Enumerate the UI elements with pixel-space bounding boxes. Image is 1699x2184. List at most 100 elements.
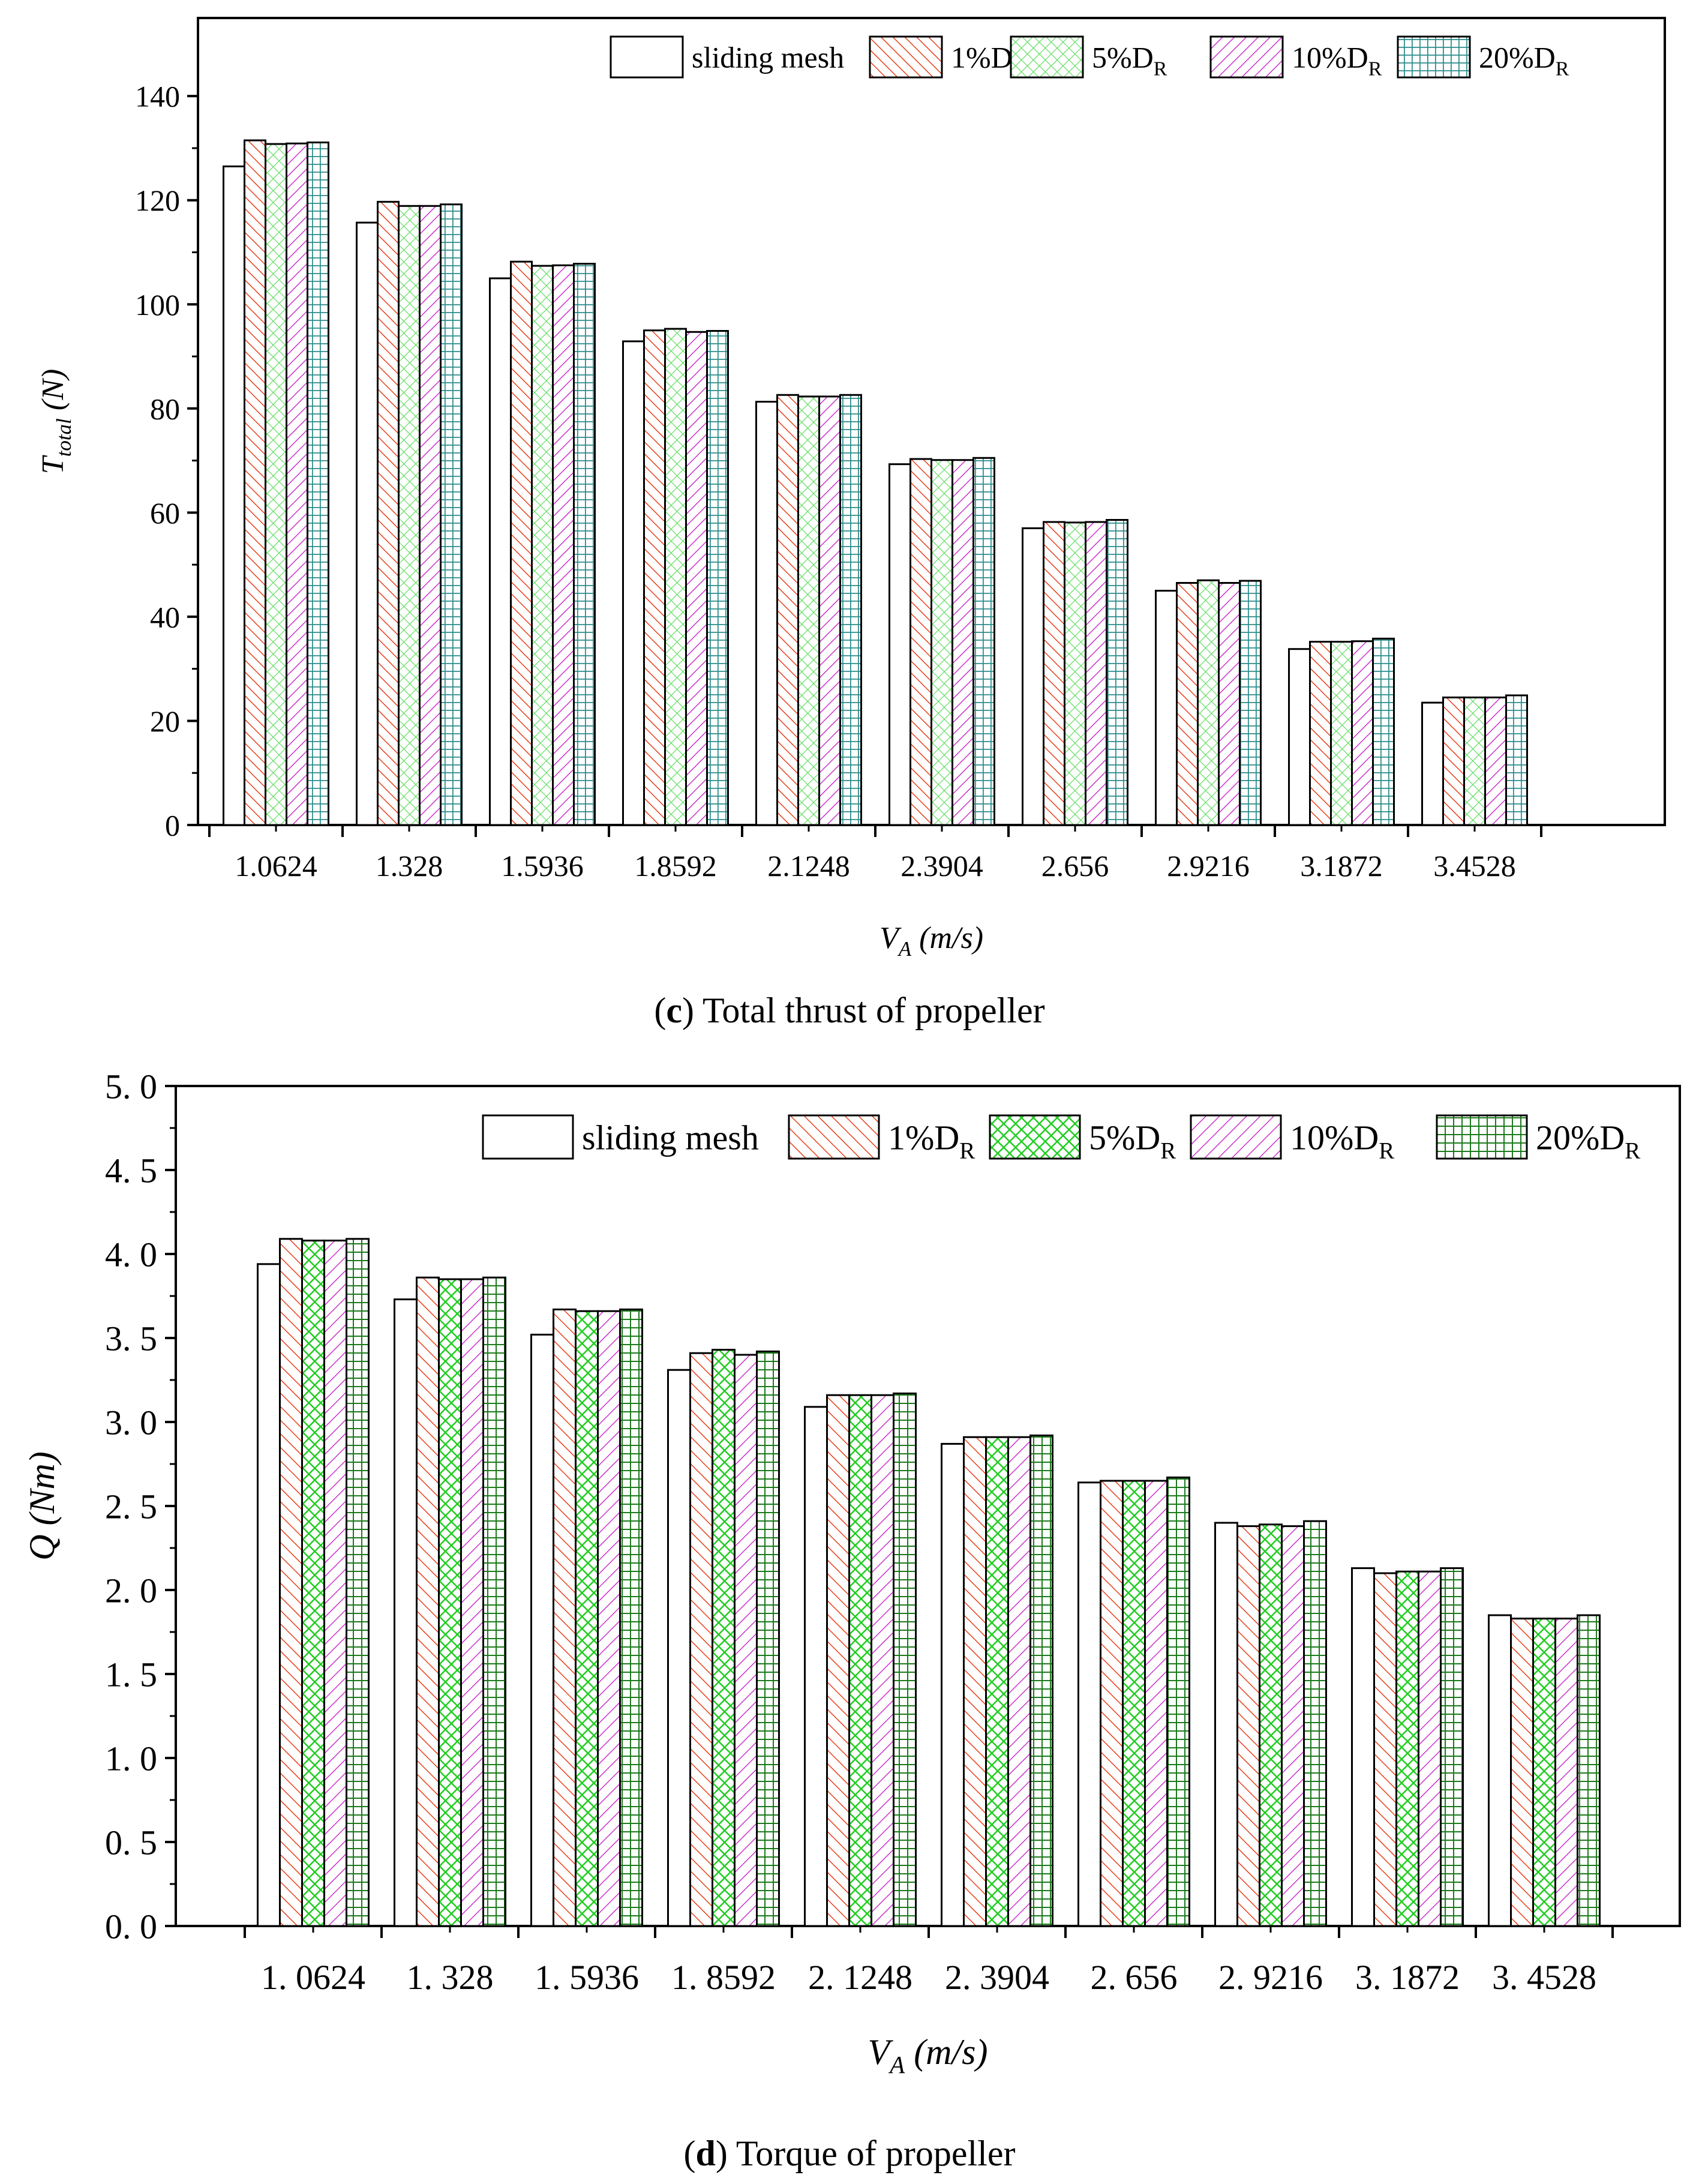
bar-c-s0-c0: [223, 165, 245, 826]
legend-label-c: 10%DR: [1292, 41, 1382, 80]
x-tick-label-c: 1.0624: [235, 849, 317, 883]
bar-d-s3-c9: [1554, 1618, 1578, 1927]
legend-swatch-d: [788, 1114, 880, 1160]
bar-c-s2-c8: [1330, 641, 1353, 826]
bar-d-s4-c9: [1577, 1614, 1601, 1927]
chart-torque: 0. 0 0. 5 1. 0 1. 5 2. 0 2. 5 3. 0 3. 5 4. 0 4. 5…: [22, 1067, 1681, 2078]
y-tick-label-c: 80: [150, 392, 180, 425]
x-tick-label-c: 2.9216: [1167, 849, 1250, 883]
y-tick-label-d: 5. 0: [105, 1067, 157, 1106]
bar-d-s4-c6: [1166, 1476, 1190, 1927]
legend-label-d: 1%DR: [888, 1118, 975, 1163]
x-tick-label-d: 2. 656: [1091, 1958, 1178, 1997]
legend-swatch-c: [1397, 35, 1471, 79]
y-axis-label-c: Ttotal (N): [36, 369, 76, 474]
bar-d-s0-c0: [257, 1263, 281, 1927]
bar-c-s3-c9: [1484, 696, 1507, 826]
bar-d-s1-c4: [826, 1394, 850, 1927]
bar-c-s4-c4: [839, 394, 862, 826]
legend-label-c: sliding mesh: [692, 41, 844, 74]
bar-d-s3-c7: [1281, 1525, 1305, 1927]
bar-d-s2-c3: [712, 1349, 736, 1927]
bar-d-s1-c3: [689, 1352, 713, 1927]
x-axis-label-c: VA (m/s): [879, 921, 983, 961]
bar-d-s3-c2: [597, 1310, 621, 1927]
legend-swatch-c: [869, 35, 943, 79]
x-tick-label-d: 1. 328: [407, 1958, 494, 1997]
bar-c-s3-c5: [951, 459, 974, 826]
x-tick-label-c: 1.5936: [501, 849, 584, 883]
x-tick-label-c: 1.328: [376, 849, 443, 883]
bar-c-s2-c0: [265, 143, 287, 826]
legend-label-d: 20%DR: [1536, 1118, 1640, 1163]
legend-label-d: 5%DR: [1089, 1118, 1176, 1163]
bar-c-s4-c9: [1505, 694, 1528, 826]
bar-c-s4-c7: [1239, 580, 1262, 826]
legend-swatch-d: [1190, 1114, 1282, 1160]
bar-c-s1-c8: [1309, 641, 1332, 826]
x-tick-label-d: 1. 0624: [261, 1958, 365, 1997]
legend-label-d: 10%DR: [1290, 1118, 1394, 1163]
bar-c-s1-c7: [1176, 582, 1199, 826]
bar-c-s3-c0: [286, 142, 308, 826]
bar-c-s2-c2: [531, 265, 554, 826]
bar-d-s4-c7: [1303, 1520, 1327, 1927]
legend-label-d: sliding mesh: [582, 1118, 759, 1157]
x-tick-label-d: 2. 3904: [945, 1958, 1049, 1997]
legend-swatch-d: [989, 1114, 1081, 1160]
y-tick-label-d: 2. 0: [105, 1571, 157, 1610]
bar-d-s1-c2: [553, 1308, 577, 1927]
legend-swatch-d: [482, 1114, 574, 1160]
y-tick-label-c: 100: [135, 288, 180, 322]
bar-d-s1-c6: [1100, 1480, 1124, 1927]
x-axis-label-d: VA (m/s): [867, 2032, 987, 2078]
legend-swatch-c: [1209, 35, 1284, 79]
bar-c-s2-c9: [1463, 696, 1486, 826]
x-tick-label-d: 1. 5936: [535, 1958, 639, 1997]
x-tick-label-d: 2. 9216: [1218, 1958, 1323, 1997]
bar-c-s0-c7: [1155, 590, 1178, 826]
y-tick-label-c: 120: [135, 184, 180, 217]
bar-c-s3-c1: [419, 205, 442, 826]
y-tick-label-c: 0: [165, 809, 180, 842]
bar-c-s1-c4: [776, 394, 799, 826]
bar-d-s3-c6: [1144, 1480, 1168, 1927]
bar-d-s0-c2: [530, 1333, 554, 1927]
bar-d-s3-c5: [1007, 1436, 1031, 1927]
bar-d-s0-c9: [1488, 1614, 1512, 1927]
bar-c-s3-c3: [685, 331, 708, 826]
bar-c-s1-c0: [244, 139, 266, 826]
bar-c-s4-c0: [307, 141, 329, 826]
bar-c-s1-c6: [1043, 521, 1065, 826]
bar-d-s2-c1: [438, 1278, 462, 1927]
bar-c-s3-c7: [1218, 582, 1241, 826]
bar-d-s2-c7: [1259, 1523, 1283, 1927]
bar-d-s0-c4: [804, 1406, 828, 1927]
y-tick-label-c: 40: [150, 600, 180, 634]
bar-c-s2-c6: [1064, 521, 1086, 826]
bar-c-s3-c6: [1085, 521, 1107, 826]
bar-d-s4-c0: [346, 1238, 370, 1927]
bar-c-s4-c2: [573, 263, 596, 826]
bar-d-s4-c5: [1029, 1434, 1053, 1927]
bar-c-s1-c2: [510, 260, 533, 826]
bar-c-s4-c8: [1372, 637, 1395, 826]
bar-d-s3-c0: [323, 1240, 347, 1927]
bar-c-s0-c9: [1421, 701, 1444, 826]
bar-c-s0-c1: [356, 221, 379, 826]
bar-c-s0-c2: [489, 277, 512, 826]
bar-d-s4-c8: [1440, 1567, 1464, 1927]
bar-c-s4-c5: [972, 457, 995, 826]
bar-d-s1-c0: [279, 1238, 303, 1927]
bar-d-s4-c2: [619, 1308, 643, 1927]
bar-c-s1-c5: [909, 458, 932, 826]
bar-c-s4-c3: [706, 330, 729, 826]
bar-d-s2-c6: [1122, 1480, 1146, 1927]
bar-d-s4-c4: [893, 1392, 917, 1927]
bar-c-s4-c1: [440, 203, 463, 826]
x-tick-label-d: 3. 1872: [1355, 1958, 1460, 1997]
bar-d-s3-c4: [870, 1394, 894, 1927]
bar-d-s0-c5: [941, 1442, 965, 1927]
bar-d-s4-c3: [756, 1350, 780, 1927]
